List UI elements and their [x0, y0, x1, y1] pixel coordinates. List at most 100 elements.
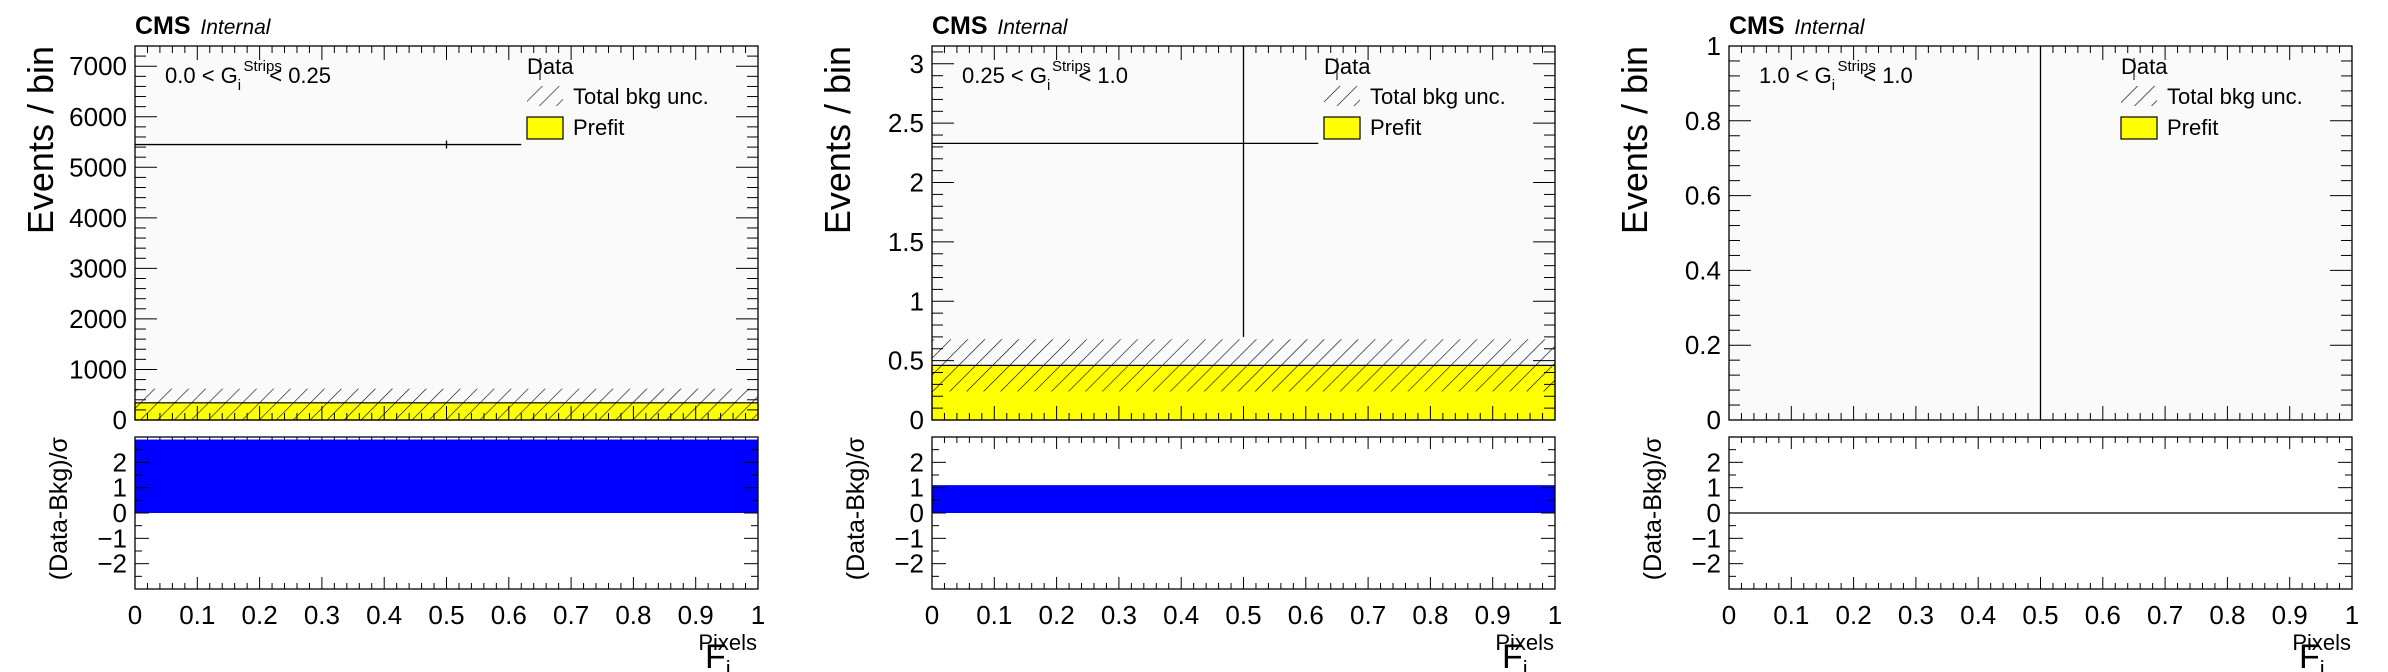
y-axis-title: Events / bin	[20, 46, 61, 234]
legend-prefit-label: Prefit	[573, 115, 624, 140]
x-axis-title: Fi	[2299, 638, 2325, 672]
cms-label-bold: CMS	[135, 12, 191, 40]
region-label-post: < 1.0	[1857, 63, 1913, 88]
ratio-y-axis-title: (Data-Bkg)/σ	[1639, 436, 1667, 580]
legend-prefit-swatch	[526, 116, 564, 140]
x-tick-label: 1	[2345, 600, 2359, 630]
x-tick-label: 0.4	[1960, 600, 1996, 630]
y-tick-label: 5000	[69, 152, 127, 182]
x-tick-label: 0.4	[366, 600, 402, 630]
ratio-y-tick-label: −2	[1691, 549, 1721, 579]
region-label-post: < 1.0	[1072, 63, 1128, 88]
ratio-y-tick-label: 1	[910, 473, 924, 503]
ratio-y-tick-label: 2	[910, 447, 924, 477]
x-tick-label: 0.6	[2085, 600, 2121, 630]
y-tick-label: 4000	[69, 203, 127, 233]
ratio-y-tick-label: 0	[910, 498, 924, 528]
x-tick-label: 1	[751, 600, 765, 630]
region-label-sub: i	[1832, 77, 1835, 94]
y-tick-label: 0.5	[888, 346, 924, 376]
cms-label-internal: Internal	[1789, 16, 1866, 39]
y-axis-title: Events / bin	[1614, 46, 1655, 234]
x-tick-label: 0.1	[1773, 600, 1809, 630]
y-tick-label: 1	[910, 286, 924, 316]
x-tick-label: 0.5	[2022, 600, 2058, 630]
x-tick-label: 1	[1548, 600, 1562, 630]
y-tick-label: 2000	[69, 304, 127, 334]
region-label-sub: i	[1047, 77, 1050, 94]
total-bkg-unc-band	[932, 339, 1555, 392]
panel-1: 0 1000 2000 3000 4000 5000 6000 7000 0 0.1 0.2 0.3 0…	[20, 12, 765, 672]
legend-prefit-label: Prefit	[1370, 115, 1421, 140]
y-tick-label: 1000	[69, 354, 127, 384]
y-tick-label: 1.5	[888, 227, 924, 257]
ratio-y-tick-label: −1	[894, 523, 924, 553]
x-tick-label: 0.3	[304, 600, 340, 630]
x-tick-label: 0.8	[1412, 600, 1448, 630]
y-tick-label: 3	[910, 49, 924, 79]
ratio-y-tick-label: −2	[894, 549, 924, 579]
legend-unc-label: Total bkg unc.	[2167, 84, 2303, 109]
upper-plot-area	[135, 46, 758, 420]
x-tick-label: 0	[1722, 600, 1736, 630]
y-tick-label: 2.5	[888, 108, 924, 138]
legend-unc-swatch	[527, 86, 563, 106]
region-label: 0.0 < Gi < 0.25	[165, 63, 331, 94]
legend-data-label: Data	[1324, 54, 1371, 79]
y-tick-label: 0.4	[1685, 255, 1721, 285]
x-tick-label: 0.7	[2147, 600, 2183, 630]
ratio-y-tick-label: 1	[1707, 473, 1721, 503]
x-tick-label: 0.2	[1836, 600, 1872, 630]
x-tick-label: 0.7	[553, 600, 589, 630]
ratio-y-tick-label: 2	[113, 447, 127, 477]
legend-prefit-swatch	[2120, 116, 2158, 140]
cms-label-bold: CMS	[932, 12, 988, 40]
y-tick-label: 1	[1707, 31, 1721, 61]
x-tick-label: 0.6	[491, 600, 527, 630]
x-tick-label: 0.2	[1039, 600, 1075, 630]
legend-unc-label: Total bkg unc.	[573, 84, 709, 109]
x-tick-label: 0.2	[242, 600, 278, 630]
y-tick-label: 7000	[69, 51, 127, 81]
region-label-sup: Strips	[1838, 58, 1876, 75]
ratio-y-tick-label: 0	[1707, 498, 1721, 528]
x-axis-title-sup: Pixels	[2292, 630, 2351, 655]
region-label-pre: 1.0 < G	[1759, 63, 1832, 88]
x-tick-label: 0.8	[2209, 600, 2245, 630]
y-tick-label: 2	[910, 168, 924, 198]
x-axis-title-main: F	[705, 638, 726, 672]
cms-label: CMS Internal	[932, 12, 1069, 40]
legend-prefit-swatch	[1323, 116, 1361, 140]
x-tick-label: 0.1	[976, 600, 1012, 630]
ratio-bar	[932, 485, 1555, 513]
region-label-pre: 0.0 < G	[165, 63, 238, 88]
x-tick-label: 0.3	[1101, 600, 1137, 630]
legend-data-label: Data	[527, 54, 574, 79]
ratio-bar	[135, 439, 758, 513]
legend-unc-swatch	[2121, 86, 2157, 106]
ratio-y-tick-label: 2	[1707, 447, 1721, 477]
cms-label: CMS Internal	[1729, 12, 1866, 40]
ratio-y-tick-label: 0	[113, 498, 127, 528]
y-tick-label: 6000	[69, 102, 127, 132]
x-tick-label: 0	[128, 600, 142, 630]
ratio-y-axis-title: (Data-Bkg)/σ	[45, 436, 73, 580]
region-label-sub: i	[238, 77, 241, 94]
region-label-sup: Strips	[244, 58, 282, 75]
x-tick-label: 0.1	[179, 600, 215, 630]
y-tick-label: 0.8	[1685, 106, 1721, 136]
x-axis-title-sub: i	[726, 656, 731, 672]
x-tick-label: 0.4	[1163, 600, 1199, 630]
cms-label: CMS Internal	[135, 12, 272, 40]
region-label-sup: Strips	[1052, 58, 1090, 75]
cms-label-internal: Internal	[195, 16, 272, 39]
y-axis-title: Events / bin	[817, 46, 858, 234]
y-tick-label: 3000	[69, 253, 127, 283]
cms-label-bold: CMS	[1729, 12, 1785, 40]
y-tick-label: 0	[1707, 405, 1721, 435]
y-tick-label: 0.2	[1685, 330, 1721, 360]
region-label: 1.0 < Gi < 1.0	[1759, 63, 1913, 94]
x-tick-label: 0.8	[615, 600, 651, 630]
x-tick-label: 0.9	[1475, 600, 1511, 630]
